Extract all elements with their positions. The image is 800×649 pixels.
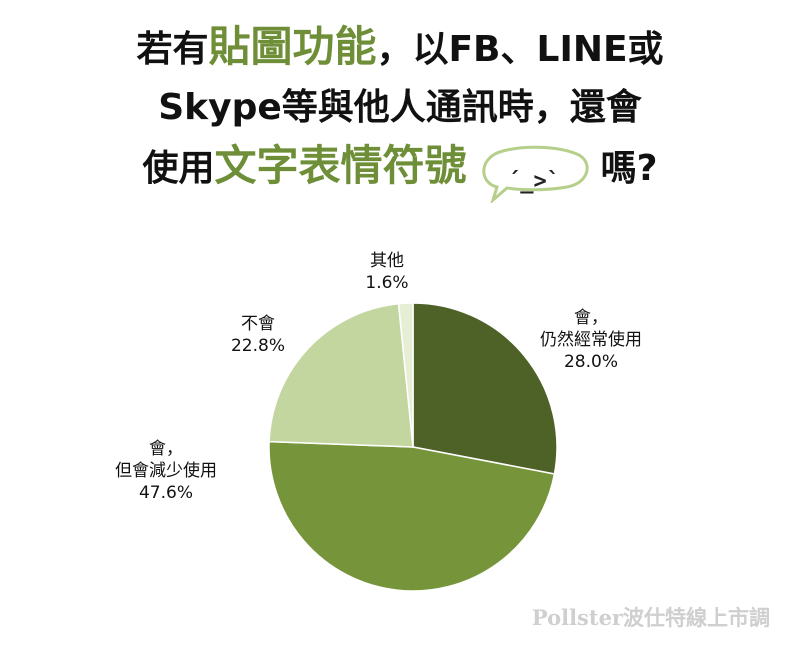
slice-value-label: 47.6% xyxy=(139,483,193,503)
slice-category-label: 仍然經常使用 xyxy=(540,329,642,350)
slice-category-label: 但會減少使用 xyxy=(115,460,217,481)
emoticon-text: ´_>` xyxy=(507,169,561,194)
pie-slice xyxy=(268,440,556,592)
title-highlight: 文字表情符號 xyxy=(214,141,467,190)
title-text: ，以FB、LINE或 xyxy=(376,29,664,70)
title-line-2: Skype等與他人通訊時，還會 xyxy=(0,79,800,137)
title-highlight: 貼圖功能 xyxy=(208,22,377,71)
title-text: 嗎? xyxy=(600,148,658,189)
title-text: Skype等與他人通訊時，還會 xyxy=(158,87,642,128)
slice-category-label: 其他 xyxy=(370,251,404,271)
title-text: 若有 xyxy=(136,29,209,70)
slice-value-label: 28.0% xyxy=(564,352,618,372)
speech-bubble-icon: ´_>` xyxy=(475,145,593,203)
slice-category-label: 會， xyxy=(574,308,608,328)
title-text: 使用 xyxy=(142,148,215,189)
title-line-1: 若有貼圖功能，以FB、LINE或 xyxy=(0,18,800,79)
pie-slice xyxy=(397,302,414,448)
watermark: Pollster波仕特線上市調 xyxy=(531,605,770,630)
slice-category-label: 會， xyxy=(149,439,183,459)
pie-slice xyxy=(268,302,414,448)
slice-value-label: 22.8% xyxy=(231,336,285,356)
title-line-3: 使用文字表情符號 ´_>` 嗎? xyxy=(0,137,800,203)
slice-category-label: 不會 xyxy=(241,314,275,334)
slice-value-label: 1.6% xyxy=(365,273,408,293)
pie-slice xyxy=(412,302,558,475)
chart-title: 若有貼圖功能，以FB、LINE或 Skype等與他人通訊時，還會 使用文字表情符… xyxy=(0,18,800,203)
pie-slices xyxy=(268,302,558,592)
